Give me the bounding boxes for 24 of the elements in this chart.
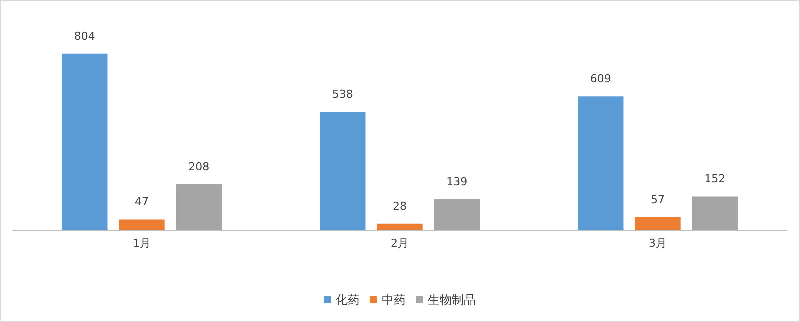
data-label: 47 — [135, 196, 149, 209]
legend-label: 化药 — [336, 293, 360, 307]
data-label: 57 — [651, 194, 665, 207]
bar — [176, 184, 222, 230]
data-label: 139 — [446, 176, 468, 189]
bar — [434, 200, 480, 230]
legend-label: 中药 — [382, 293, 406, 307]
x-tick-label: 2月 — [391, 237, 409, 250]
data-label: 208 — [188, 160, 210, 174]
bar — [692, 196, 738, 230]
bar — [320, 112, 366, 230]
data-label: 28 — [393, 200, 407, 213]
data-label: 609 — [590, 72, 612, 86]
bar — [635, 218, 681, 230]
bar — [377, 224, 423, 230]
data-label: 538 — [332, 88, 354, 102]
data-label: 152 — [704, 172, 726, 186]
bar — [578, 96, 624, 230]
legend-label: 生物制品 — [428, 293, 476, 307]
bar — [119, 220, 165, 230]
bar — [62, 54, 108, 230]
x-tick-label: 3月 — [649, 237, 667, 250]
x-tick-label: 1月 — [133, 237, 151, 250]
data-label: 804 — [74, 30, 96, 43]
